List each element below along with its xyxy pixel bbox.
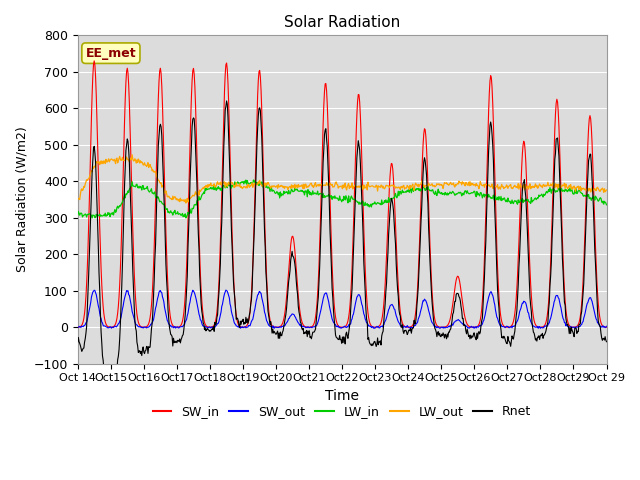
X-axis label: Time: Time: [325, 389, 359, 403]
Title: Solar Radiation: Solar Radiation: [284, 15, 400, 30]
Y-axis label: Solar Radiation (W/m2): Solar Radiation (W/m2): [15, 127, 28, 273]
Text: EE_met: EE_met: [86, 47, 136, 60]
Legend: SW_in, SW_out, LW_in, LW_out, Rnet: SW_in, SW_out, LW_in, LW_out, Rnet: [148, 400, 536, 423]
